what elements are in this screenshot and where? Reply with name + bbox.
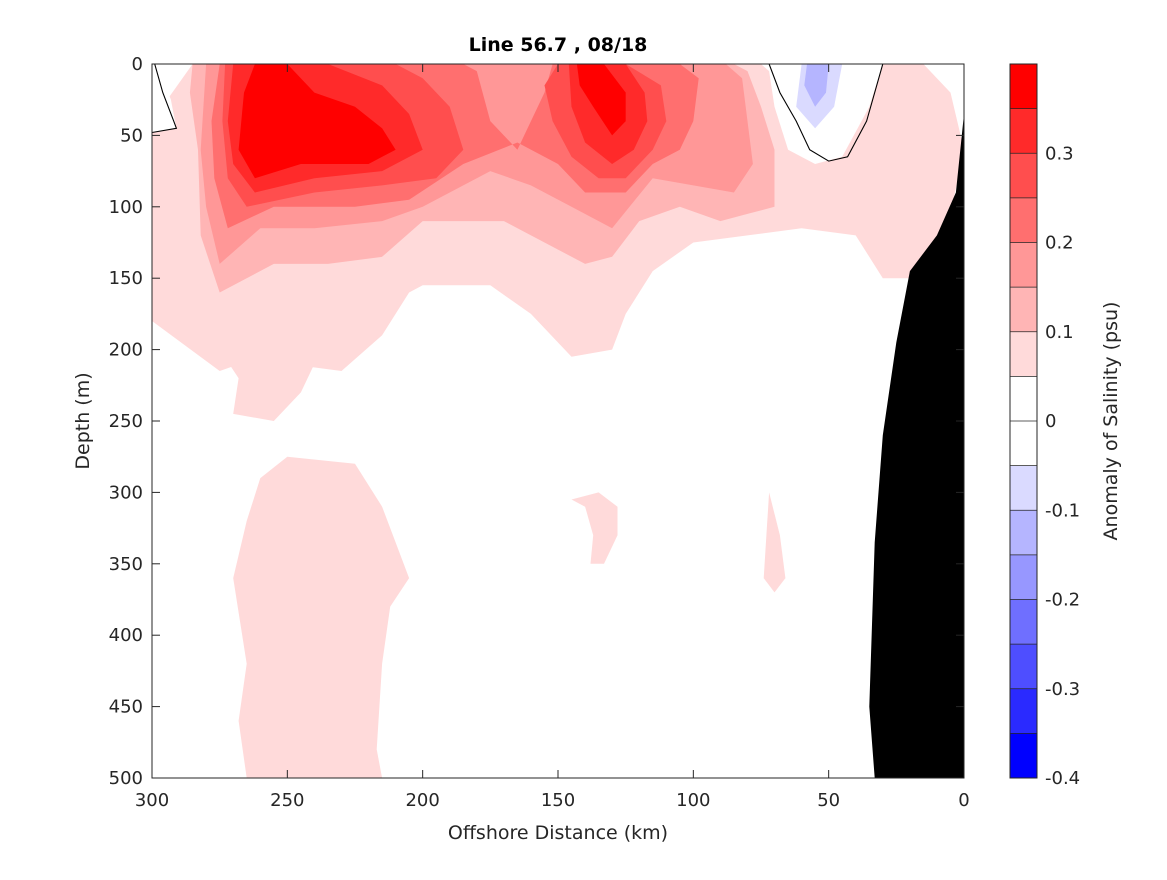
y-tick-label-150: 150 <box>109 268 143 289</box>
colorbar-segment-11 <box>1010 554 1037 600</box>
colorbar-segment-13 <box>1010 644 1037 689</box>
plot-area <box>151 63 965 779</box>
x-tick-label-250: 250 <box>270 790 304 811</box>
x-tick-label-0: 0 <box>958 790 969 811</box>
seafloor-bathymetry <box>869 114 964 778</box>
chart-title: Line 56.7 , 08/18 <box>469 34 648 56</box>
colorbar-segment-4 <box>1010 242 1037 288</box>
colorbar: 0.3 0.2 0.1 0 -0.1 -0.2 -0.3 -0.4 <box>1009 63 1080 789</box>
x-tick-label-100: 100 <box>676 790 710 811</box>
colorbar-tick-label-6: -0.3 <box>1045 679 1080 700</box>
y-tick-label-200: 200 <box>109 340 143 361</box>
colorbar-segment-0 <box>1010 64 1037 109</box>
colorbar-segment-10 <box>1010 510 1037 555</box>
y-tick-label-250: 250 <box>109 411 143 432</box>
colorbar-segment-15 <box>1010 733 1037 778</box>
y-tick-label-0: 0 <box>132 54 143 75</box>
x-tick-label-50: 50 <box>817 790 840 811</box>
colorbar-tick-label-2: 0.1 <box>1045 322 1074 343</box>
contour-region-13 <box>576 64 626 136</box>
colorbar-segment-9 <box>1010 465 1037 511</box>
y-axis-label: Depth (m) <box>72 372 94 469</box>
contour-region-3 <box>571 492 618 564</box>
y-tick-label-450: 450 <box>109 697 143 718</box>
colorbar-segment-2 <box>1010 153 1037 198</box>
contour-region-4 <box>763 492 786 593</box>
colorbar-segment-3 <box>1010 197 1037 243</box>
colorbar-segment-12 <box>1010 599 1037 645</box>
colorbar-segment-6 <box>1010 331 1037 377</box>
colorbar-segment-7 <box>1010 376 1037 421</box>
colorbar-label: Anomaly of Salinity (psu) <box>1100 302 1122 541</box>
colorbar-frame <box>1009 63 1038 779</box>
y-tick-label-100: 100 <box>109 197 143 218</box>
colorbar-tick-label-4: -0.1 <box>1045 500 1080 521</box>
x-axis-label: Offshore Distance (km) <box>448 822 668 844</box>
y-tick-label-350: 350 <box>109 554 143 575</box>
colorbar-tick-label-7: -0.4 <box>1045 768 1080 789</box>
colorbar-segment-1 <box>1010 108 1037 154</box>
zero-contour-line-1 <box>768 64 884 162</box>
contour-region-2 <box>233 456 410 778</box>
y-tick-label-500: 500 <box>109 768 143 789</box>
colorbar-tick-label-0: 0.3 <box>1045 143 1074 164</box>
x-tick-label-300: 300 <box>135 790 169 811</box>
y-tick-label-50: 50 <box>120 125 143 146</box>
zero-contour-line-0 <box>152 64 178 134</box>
y-axis: 0 50 100 150 200 250 300 350 400 450 500 <box>109 54 964 789</box>
contour-region-12 <box>238 64 396 179</box>
colorbar-tick-label-3: 0 <box>1045 411 1056 432</box>
contour-line-layer <box>152 64 884 162</box>
colorbar-tick-label-5: -0.2 <box>1045 590 1080 611</box>
colorbar-tick-label-1: 0.2 <box>1045 233 1074 254</box>
colorbar-segment-14 <box>1010 688 1037 734</box>
x-tick-label-150: 150 <box>541 790 575 811</box>
contour-region-17 <box>804 64 829 107</box>
contour-region-18 <box>152 64 177 133</box>
x-tick-label-200: 200 <box>405 790 439 811</box>
bathymetry-layer <box>869 114 964 778</box>
y-tick-label-300: 300 <box>109 482 143 503</box>
colorbar-segment-5 <box>1010 287 1037 332</box>
contour-fill-layer <box>152 64 964 778</box>
contour-region-1 <box>200 318 315 421</box>
colorbar-segment-8 <box>1010 421 1037 466</box>
x-axis: 300 250 200 150 100 50 0 <box>135 64 970 811</box>
y-tick-label-400: 400 <box>109 625 143 646</box>
